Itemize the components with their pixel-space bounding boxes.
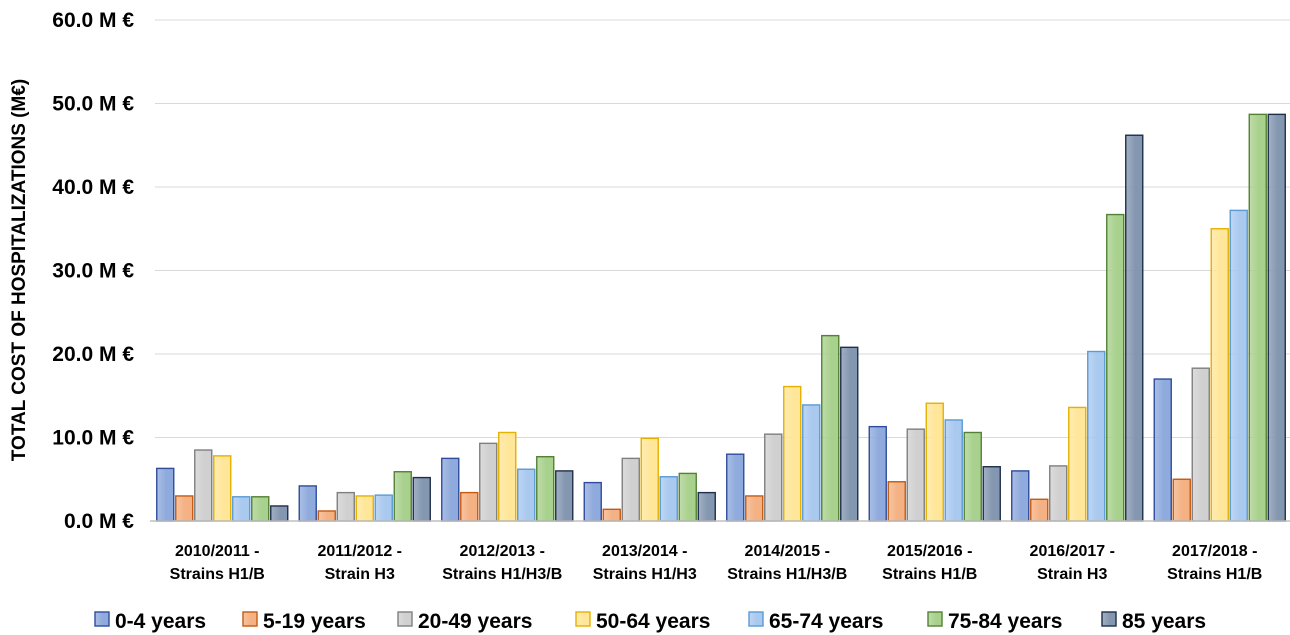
bar — [764, 433, 783, 522]
bar — [1030, 498, 1049, 522]
bar — [270, 505, 289, 522]
bar — [317, 510, 336, 522]
bar — [726, 453, 745, 522]
x-tick-label: 2010/2011 -Strains H1/B — [170, 543, 265, 583]
bar — [336, 491, 355, 522]
bar — [640, 437, 659, 522]
y-tick-label: 40.0 M € — [52, 176, 134, 199]
y-tick-label: 60.0 M € — [52, 9, 134, 32]
y-tick-label: 0.0 M € — [64, 510, 134, 533]
bar — [906, 428, 925, 522]
legend-swatch — [242, 611, 258, 627]
bar — [298, 485, 317, 522]
x-tick-label: 2017/2018 -Strains H1/B — [1167, 543, 1262, 583]
bar — [745, 495, 764, 522]
bar — [517, 468, 536, 522]
bar — [555, 470, 574, 522]
bar — [1125, 134, 1144, 522]
legend-swatch — [927, 611, 943, 627]
bar — [659, 476, 678, 522]
bar — [678, 472, 697, 522]
bar — [412, 476, 431, 522]
x-tick-label: 2014/2015 -Strains H1/H3/B — [727, 543, 847, 583]
bar — [1229, 209, 1248, 522]
bar — [393, 471, 412, 522]
bar — [944, 419, 963, 522]
bar — [802, 404, 821, 522]
x-tick-label: 2011/2012 -Strain H3 — [317, 543, 402, 583]
bar — [213, 455, 232, 522]
bar — [887, 481, 906, 522]
bar — [963, 431, 982, 522]
x-tick-label: 2015/2016 -Strains H1/B — [882, 543, 977, 583]
bar — [1049, 465, 1068, 522]
bar — [1191, 367, 1210, 522]
y-axis-ticks: 0.0 M € 10.0 M € 20.0 M € 30.0 M € 40.0 M € 5… — [52, 9, 134, 533]
y-tick-label: 30.0 M € — [52, 260, 134, 283]
bar — [1267, 113, 1286, 522]
y-tick-label: 50.0 M € — [52, 93, 134, 116]
bar — [982, 466, 1001, 522]
legend-swatch — [748, 611, 764, 627]
bar — [232, 496, 251, 522]
bar — [1087, 350, 1106, 522]
bar — [460, 491, 479, 522]
x-axis-ticks: 2010/2011 -Strains H1/B 2011/2012 -Strain… — [170, 543, 1263, 583]
bar — [156, 467, 175, 522]
bar — [441, 457, 460, 522]
bar — [821, 334, 840, 522]
bar — [479, 442, 498, 522]
bar — [1106, 213, 1125, 522]
bar — [355, 495, 374, 522]
legend-swatch — [94, 611, 110, 627]
legend-label: 75-84 years — [948, 610, 1062, 633]
bar — [697, 491, 716, 522]
bar — [1011, 470, 1030, 522]
legend-label: 20-49 years — [418, 610, 532, 633]
bar — [498, 431, 517, 522]
y-tick-label: 20.0 M € — [52, 343, 134, 366]
bar — [194, 449, 213, 522]
legend-label: 85 years — [1122, 610, 1206, 633]
bar — [374, 494, 393, 522]
bar — [621, 457, 640, 522]
bar — [868, 425, 887, 522]
y-axis-label: TOTAL COST OF HOSPITALIZATIONS (M€) — [9, 79, 30, 461]
bar — [583, 481, 602, 522]
bar — [1248, 113, 1267, 522]
bar — [1068, 406, 1087, 522]
bar — [175, 495, 194, 522]
bar — [536, 456, 555, 522]
bars — [156, 113, 1286, 522]
legend-label: 65-74 years — [769, 610, 883, 633]
bar — [251, 496, 270, 522]
legend-swatch — [397, 611, 413, 627]
legend-swatch — [1101, 611, 1117, 627]
legend-label: 5-19 years — [263, 610, 366, 633]
legend: 0-4 years 5-19 years 20-49 years 50-64 year… — [94, 610, 1206, 633]
x-tick-label: 2012/2013 -Strains H1/H3/B — [442, 543, 562, 583]
bar — [783, 385, 802, 522]
x-tick-label: 2016/2017 -Strain H3 — [1030, 543, 1115, 583]
bar — [925, 402, 944, 522]
bar — [602, 508, 621, 522]
bar — [840, 346, 859, 522]
bar — [1210, 228, 1229, 522]
legend-swatch — [575, 611, 591, 627]
legend-label: 50-64 years — [596, 610, 710, 633]
bar — [1172, 478, 1191, 522]
bar — [1153, 378, 1172, 522]
legend-label: 0-4 years — [115, 610, 206, 633]
y-tick-label: 10.0 M € — [52, 427, 134, 450]
x-tick-label: 2013/2014 -Strains H1/H3 — [593, 543, 697, 583]
